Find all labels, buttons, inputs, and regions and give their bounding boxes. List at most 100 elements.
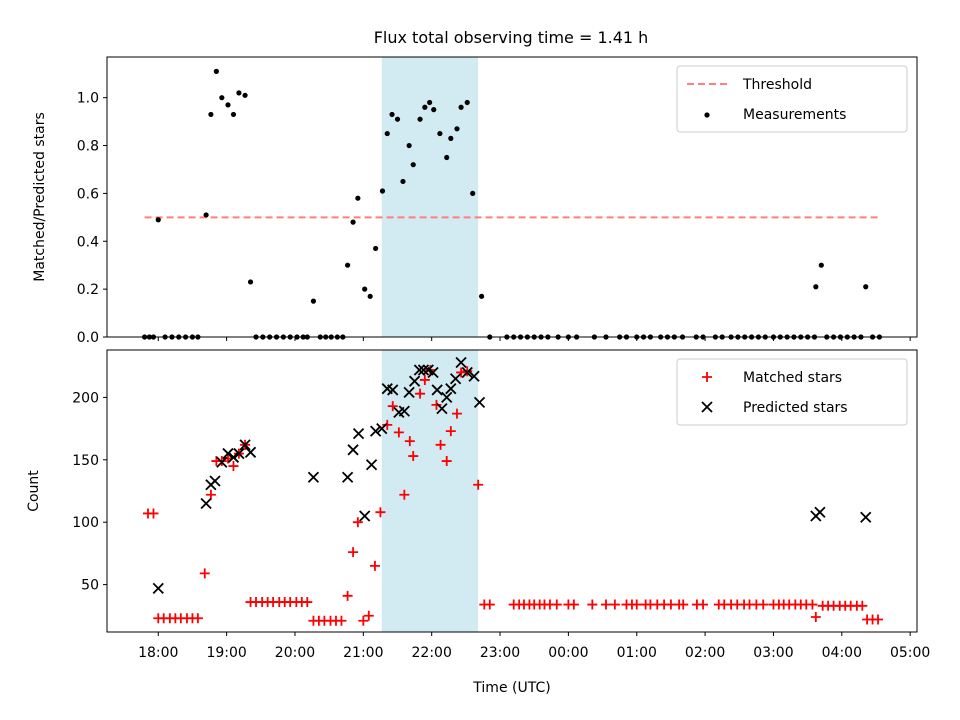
y-tick-label: 1.0 <box>77 91 99 107</box>
legend-label: Matched stars <box>743 370 842 386</box>
predicted-star-point <box>376 422 388 435</box>
matched-star-point <box>451 408 462 419</box>
matched-star-point <box>609 599 620 610</box>
predicted-star-point <box>244 446 257 458</box>
matched-star-point <box>445 426 456 437</box>
measurement-point <box>219 95 225 101</box>
matched-star-point <box>393 427 404 438</box>
matched-star-point <box>431 399 442 410</box>
matched-star-point <box>698 599 709 610</box>
x-tick-label: 01:00 <box>617 645 657 661</box>
measurement-point <box>417 116 423 122</box>
y-tick-label: 0.2 <box>77 282 99 298</box>
bottom-panel: 50 100 150 200 18:00 19:00 20:00 21:00 22:00 23:0… <box>26 349 930 696</box>
measurement-point <box>242 92 248 98</box>
matched-star-point <box>199 568 210 579</box>
matched-star-point <box>441 456 452 467</box>
matched-star-point <box>631 599 642 610</box>
measurement-point <box>213 68 219 74</box>
observing-span <box>381 350 479 632</box>
predicted-star-point <box>461 366 473 379</box>
predicted-star-point <box>398 405 410 417</box>
measurement-point <box>406 142 412 149</box>
x-tick-label: 23:00 <box>480 645 520 661</box>
measurement-point <box>818 262 824 268</box>
matched-star-point <box>363 610 374 621</box>
matched-star-point <box>228 461 239 472</box>
matched-star-point <box>342 590 353 601</box>
y-tick-label: 0.0 <box>77 330 99 346</box>
legend-label: Predicted stars <box>743 400 848 416</box>
matched-star-point <box>600 599 611 610</box>
predicted-star-point <box>473 396 486 409</box>
measurement-point <box>208 111 214 118</box>
predicted-star-point <box>860 511 872 523</box>
measurement-point <box>384 130 390 137</box>
matched-star-point <box>587 599 598 610</box>
predicted-star-point <box>209 475 221 487</box>
matched-star-point <box>387 401 398 412</box>
predicted-star-point <box>369 425 382 437</box>
predicted-star-point <box>365 459 378 471</box>
measurement-point <box>379 188 386 194</box>
matched-star-point <box>192 613 203 624</box>
matched-star-point <box>382 419 393 430</box>
x-tick-label: 05:00 <box>890 645 930 661</box>
matched-star-point <box>302 597 313 608</box>
x-tick-label: 18:00 <box>138 645 178 661</box>
predicted-star-point <box>307 471 320 483</box>
legend-label: Measurements <box>743 107 846 123</box>
predicted-star-point <box>222 447 234 460</box>
matched-star-point <box>807 599 818 610</box>
legend-label: Threshold <box>742 77 812 93</box>
figure-title: Flux total observing time = 1.41 h <box>374 28 649 47</box>
predicted-star-point <box>445 383 457 395</box>
predicted-star-point <box>441 391 453 404</box>
x-tick-label: 03:00 <box>753 645 793 661</box>
predicted-star-point <box>814 506 826 518</box>
measurement-point <box>454 126 460 132</box>
predicted-star-point <box>455 356 467 369</box>
matched-star-point <box>399 489 410 500</box>
matched-star-point <box>551 599 562 610</box>
measurement-point <box>225 102 231 108</box>
legend-measurement-swatch <box>704 112 710 118</box>
predicted-star-point <box>403 386 415 399</box>
measurement-point <box>389 111 395 118</box>
matched-star-point <box>358 615 369 626</box>
matched-star-point <box>205 489 216 500</box>
y-tick-label: 50 <box>81 578 99 594</box>
predicted-star-point <box>347 444 359 456</box>
predicted-star-point <box>216 456 228 468</box>
axes-frame <box>106 56 918 338</box>
observing-span <box>381 57 479 337</box>
legend-predicted-swatch <box>701 401 713 413</box>
matched-star-point <box>810 612 821 623</box>
x-tick-label: 21:00 <box>343 645 383 661</box>
measurement-point <box>362 286 368 292</box>
predicted-star-point <box>352 427 365 440</box>
measurement-point <box>863 284 869 290</box>
x-tick-label: 20:00 <box>275 645 315 661</box>
legend-matched-swatch <box>702 372 712 382</box>
measurement-point <box>813 284 819 290</box>
matched-star-point <box>678 599 689 610</box>
matched-star-point <box>375 507 386 518</box>
matched-star-point <box>404 436 415 447</box>
y-tick-label: 200 <box>72 390 99 406</box>
legend-box <box>676 358 908 426</box>
measurement-point <box>310 298 317 304</box>
measurement-point <box>437 130 443 137</box>
measurement-point <box>373 245 379 252</box>
series-matched-stars <box>143 364 884 626</box>
matched-star-point <box>408 451 419 462</box>
predicted-star-point <box>436 403 448 415</box>
matched-star-point <box>419 374 430 385</box>
matched-star-point <box>369 560 380 571</box>
matched-star-point <box>456 367 467 378</box>
predicted-star-point <box>413 364 426 376</box>
predicted-star-point <box>152 582 164 594</box>
matched-star-point <box>873 614 884 625</box>
matched-star-point <box>484 599 495 610</box>
y-axis-label: Matched/Predicted stars <box>32 112 48 282</box>
